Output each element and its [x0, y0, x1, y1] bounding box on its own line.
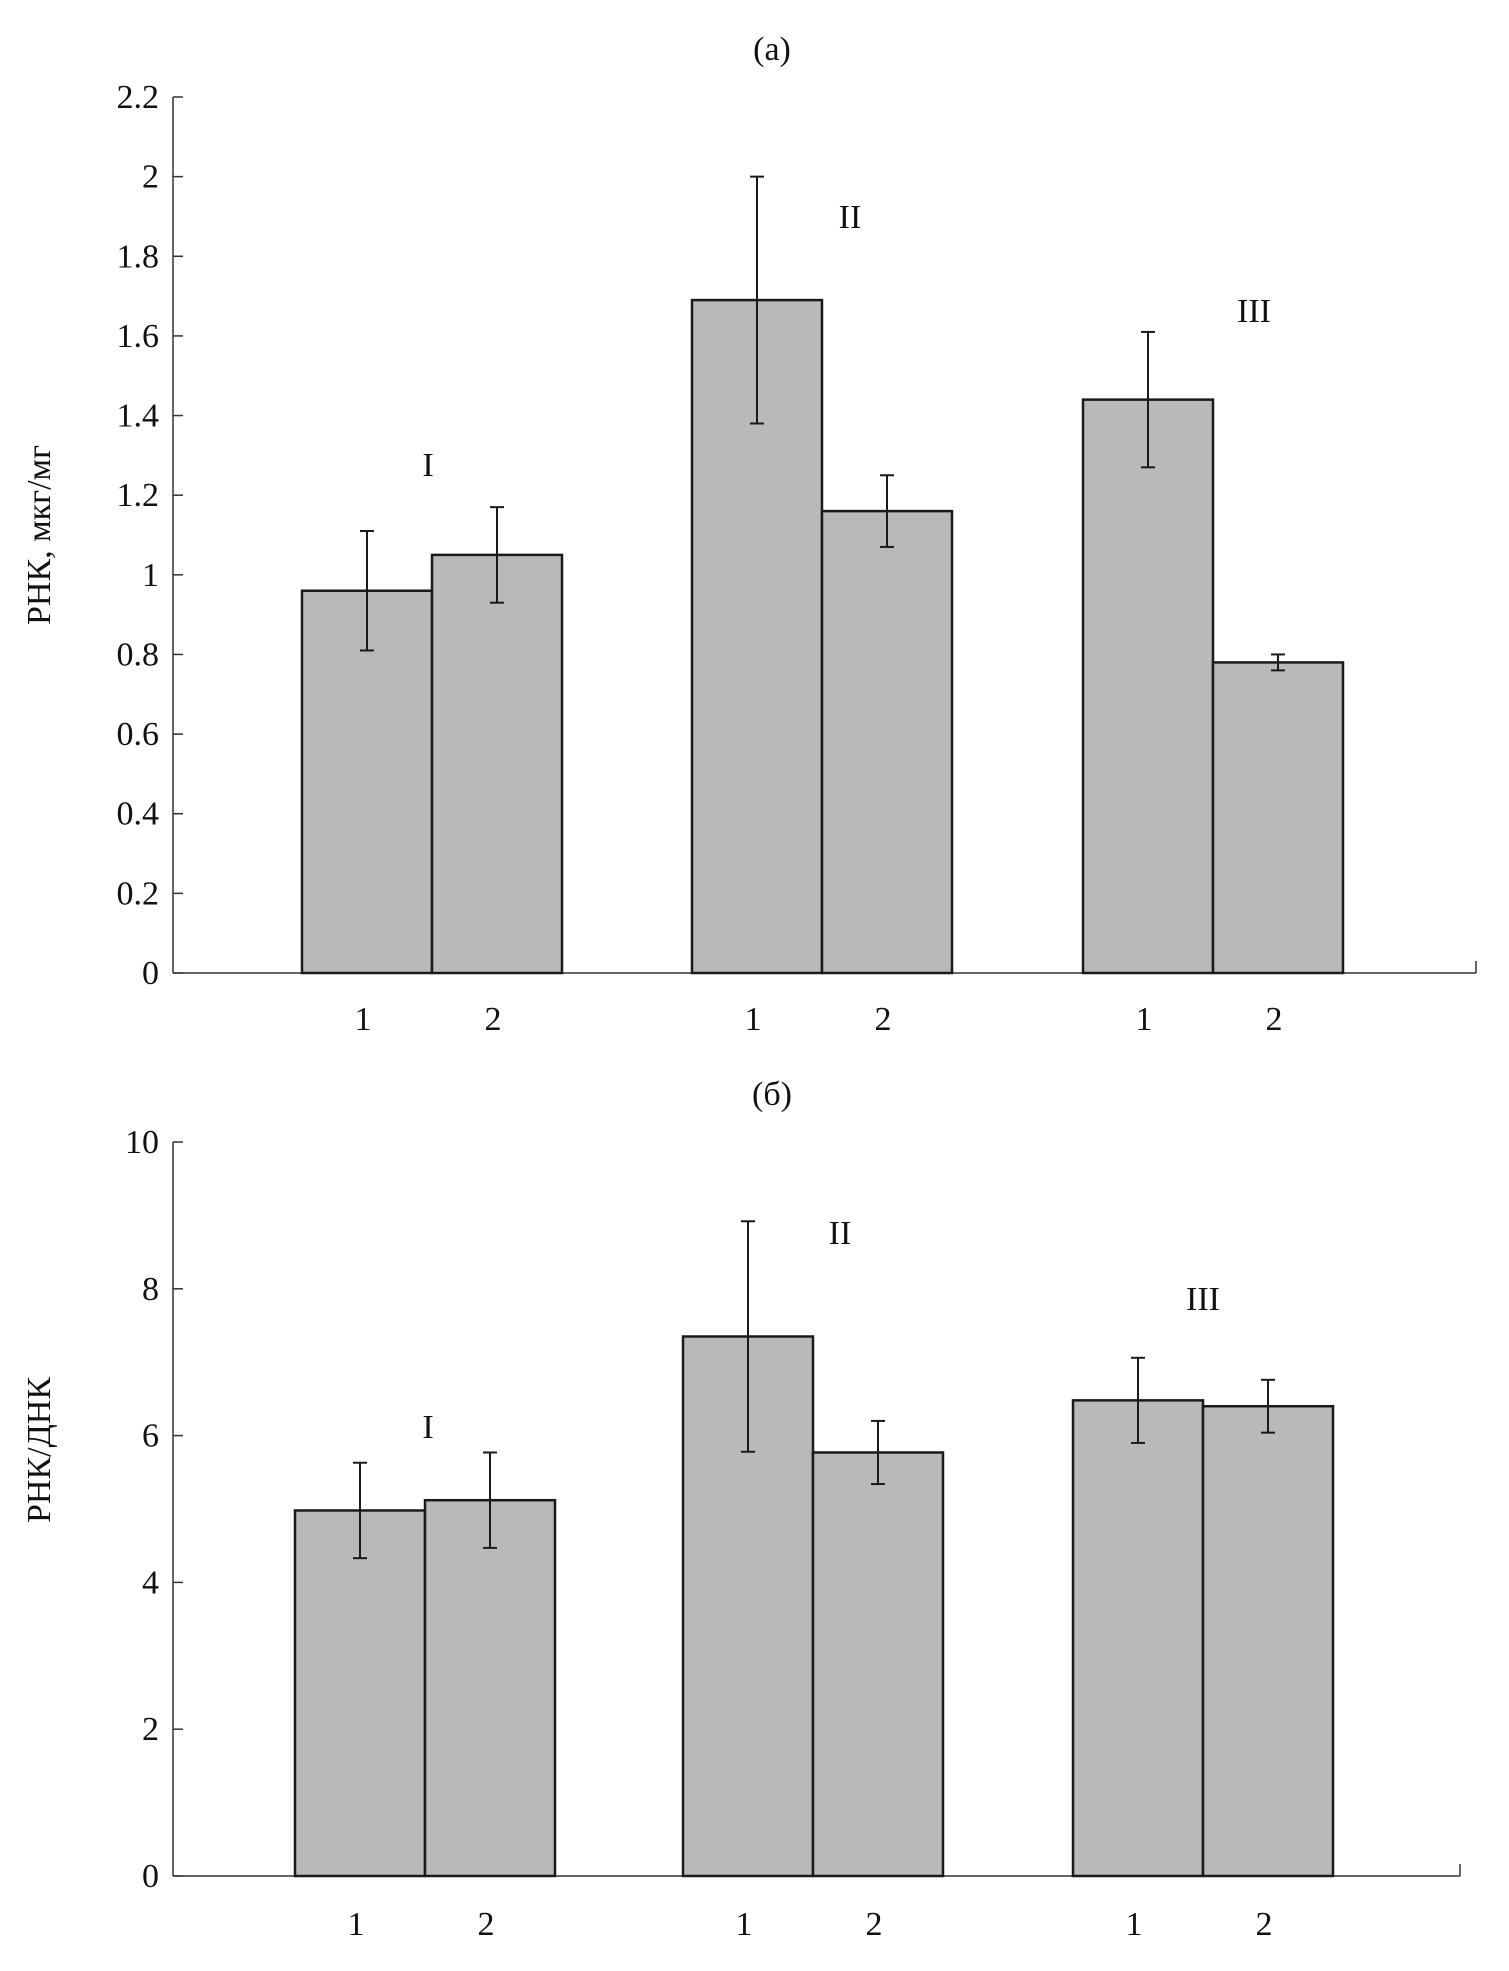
y-tick-label-a: 0.4 — [117, 796, 160, 833]
panel-title-b: (б) — [752, 1076, 792, 1113]
x-tick-label-a: 1 — [1136, 1001, 1153, 1038]
panel-title-a: (а) — [753, 31, 791, 68]
group-label-b-I: I — [422, 1409, 433, 1446]
y-tick-label-a: 0.6 — [117, 716, 160, 753]
y-tick-label-b: 0 — [142, 1858, 159, 1895]
y-axis-title-b: РНК/ДНК — [21, 1377, 58, 1523]
y-tick-label-a: 0 — [142, 955, 159, 992]
x-tick-label-a: 1 — [355, 1001, 372, 1038]
bar-b-III-1 — [1071, 1399, 1205, 1878]
group-label-b-III: III — [1186, 1281, 1220, 1318]
group-label-a-III: III — [1237, 293, 1271, 330]
group-label-a-I: I — [422, 447, 433, 484]
x-tick-label-a: 1 — [745, 1001, 762, 1038]
bar-a-III-1 — [1081, 398, 1215, 975]
y-axis-title-a: РНК, мкг/мг — [21, 445, 58, 625]
bar-b-I-2 — [423, 1498, 557, 1878]
y-tick-label-a: 1.8 — [117, 238, 160, 275]
x-tick-label-a: 2 — [1266, 1001, 1283, 1038]
x-tick-label-b: 1 — [736, 1906, 753, 1943]
y-tick-label-a: 1.6 — [117, 318, 160, 355]
x-tick-label-a: 2 — [485, 1001, 502, 1038]
x-tick-label-b: 1 — [1126, 1906, 1143, 1943]
y-tick-label-b: 8 — [142, 1271, 159, 1308]
x-tick-label-b: 2 — [478, 1906, 495, 1943]
y-tick-label-a: 0.8 — [117, 636, 160, 673]
y-tick-label-a: 1 — [142, 557, 159, 594]
bar-a-III-2 — [1211, 661, 1345, 975]
y-tick-label-a: 0.2 — [117, 875, 160, 912]
group-label-a-II: II — [839, 199, 862, 236]
bar-a-II-2 — [820, 509, 954, 975]
y-tick-label-a: 1.4 — [117, 398, 160, 435]
y-tick-label-b: 6 — [142, 1418, 159, 1455]
bar-b-III-2 — [1201, 1404, 1335, 1878]
y-tick-label-b: 4 — [142, 1564, 159, 1601]
bar-b-I-1 — [293, 1509, 427, 1878]
x-tick-label-b: 2 — [866, 1906, 883, 1943]
y-tick-label-a: 2.2 — [117, 79, 160, 116]
bar-b-II-2 — [811, 1451, 945, 1878]
y-tick-label-a: 1.2 — [117, 477, 160, 514]
x-tick-label-a: 2 — [875, 1001, 892, 1038]
y-tick-label-b: 10 — [125, 1124, 159, 1161]
bar-a-I-2 — [430, 553, 564, 975]
group-label-b-II: II — [829, 1215, 852, 1252]
y-tick-label-a: 2 — [142, 159, 159, 196]
y-tick-label-b: 2 — [142, 1711, 159, 1748]
x-tick-label-b: 1 — [348, 1906, 365, 1943]
x-tick-label-b: 2 — [1256, 1906, 1273, 1943]
chart-panel-a: (а) РНК, мкг/мг 0 0.2 0.4 0.6 0.8 1 1.2 1.4 1.6 1.8… — [21, 31, 1477, 1038]
bar-a-I-1 — [300, 589, 434, 975]
